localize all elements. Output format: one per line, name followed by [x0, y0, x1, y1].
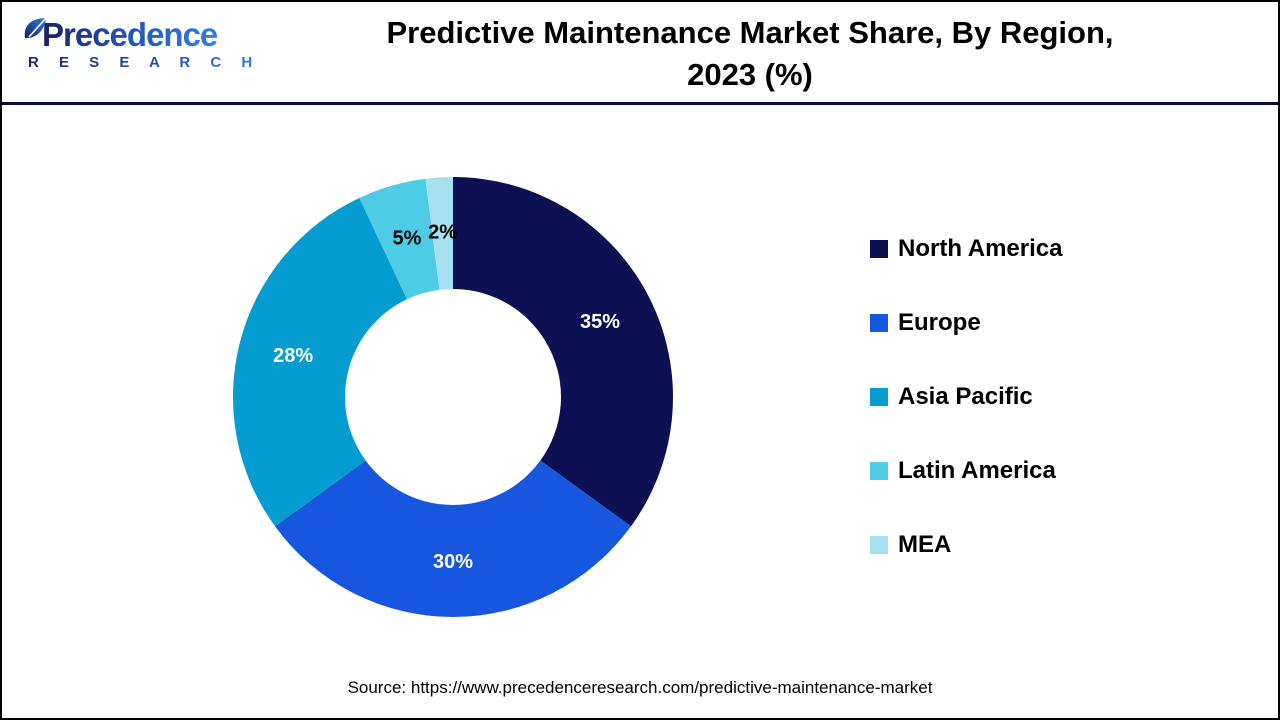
slice-label-europe: 30%: [433, 551, 473, 573]
brand-logo: Precedence R E S E A R C H: [22, 16, 260, 71]
pie-slice-north-america: [453, 177, 673, 527]
pie-slice-latin-america: [359, 178, 440, 300]
slice-label-north-america: 35%: [580, 311, 620, 333]
brand-name: Precedence: [42, 16, 218, 53]
chart-title-line1: Predictive Maintenance Market Share, By …: [386, 15, 1114, 50]
header: Precedence R E S E A R C H Predictive Ma…: [2, 2, 1278, 105]
legend-item-mea: MEA: [870, 532, 1062, 558]
chart-title-line2: 2023 (%): [687, 57, 813, 92]
pie-slice-mea: [425, 176, 453, 290]
brand-subname: R E S E A R C H: [22, 54, 260, 71]
legend-item-north-america: North America: [870, 236, 1062, 262]
footer: Source: https://www.precedenceresearch.c…: [2, 678, 1278, 698]
chart-legend: North America Europe Asia Pacific Latin Ame…: [870, 236, 1062, 606]
legend-label-europe: Europe: [898, 309, 981, 336]
legend-swatch-europe: [870, 314, 888, 332]
slice-label-latin-america: 5%: [393, 228, 422, 250]
legend-swatch-asia-pacific: [870, 388, 888, 406]
legend-swatch-north-america: [870, 240, 888, 258]
legend-label-asia-pacific: Asia Pacific: [898, 383, 1033, 410]
slice-label-asia-pacific: 28%: [273, 345, 313, 367]
legend-item-latin-america: Latin America: [870, 458, 1062, 484]
pie-slice-europe: [275, 460, 631, 617]
slice-label-mea: 2%: [428, 221, 457, 243]
pie-slice-asia-pacific: [233, 197, 408, 527]
legend-swatch-mea: [870, 536, 888, 554]
legend-item-asia-pacific: Asia Pacific: [870, 384, 1062, 410]
legend-item-europe: Europe: [870, 310, 1062, 336]
legend-label-north-america: North America: [898, 235, 1063, 262]
legend-label-latin-america: Latin America: [898, 457, 1056, 484]
legend-swatch-latin-america: [870, 462, 888, 480]
source-text: Source: https://www.precedenceresearch.c…: [347, 678, 933, 697]
legend-label-mea: MEA: [898, 531, 952, 558]
chart-title: Predictive Maintenance Market Share, By …: [222, 12, 1278, 96]
leaf-icon: [24, 17, 47, 39]
